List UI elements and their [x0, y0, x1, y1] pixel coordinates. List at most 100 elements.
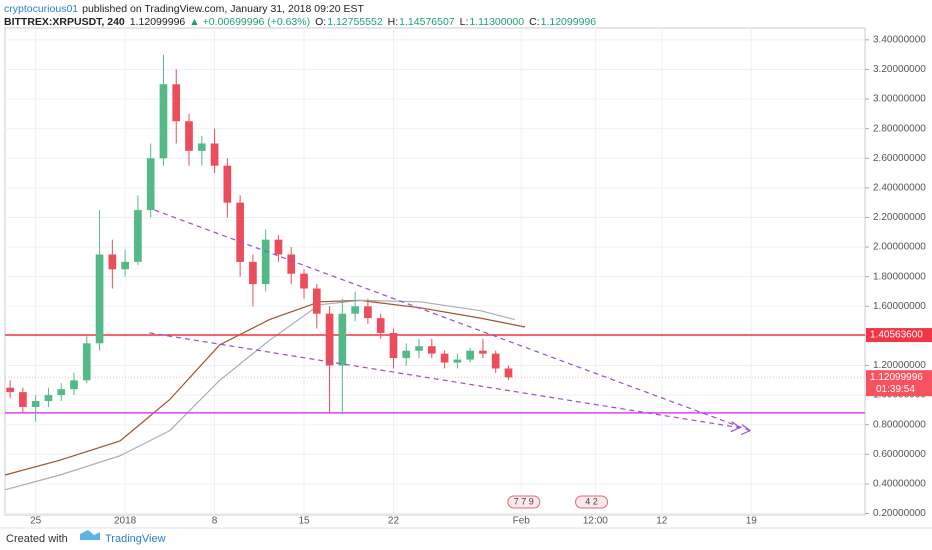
price-label-box — [866, 328, 932, 343]
candle-body — [57, 389, 66, 396]
candle-body — [146, 158, 155, 211]
price-label: 1.40563600 — [870, 330, 923, 341]
l-label: L: — [460, 16, 469, 28]
event-label: 7 7 9 — [514, 496, 534, 506]
footer-created: Created with — [6, 533, 68, 545]
candle-body — [261, 239, 270, 285]
candle-body — [274, 239, 283, 255]
candle-body — [172, 84, 181, 122]
candle-body — [44, 395, 53, 402]
candle-body — [223, 165, 232, 203]
x-tick-label: Feb — [513, 516, 531, 527]
y-tick-label: 0.60000000 — [873, 449, 926, 460]
last-price-label: 1.12099996 — [870, 372, 923, 383]
candle-body — [300, 273, 308, 289]
candle-body — [440, 353, 449, 363]
y-tick-label: 0.80000000 — [873, 419, 926, 430]
candle-body — [376, 318, 385, 333]
moving-average — [4, 299, 526, 476]
y-tick-label: 3.00000000 — [873, 94, 926, 105]
trendline-arrow — [730, 421, 741, 433]
y-tick-label: 2.20000000 — [873, 212, 926, 223]
o: 1.12755552 — [327, 16, 383, 28]
y-tick-label: 2.00000000 — [873, 242, 926, 253]
y-tick-label: 1.60000000 — [873, 301, 926, 312]
moving-average — [4, 299, 516, 491]
h-label: H: — [388, 16, 399, 28]
candle-body — [95, 254, 104, 344]
candle-body — [108, 254, 117, 270]
candle-body — [185, 121, 193, 151]
x-tick-label: 15 — [298, 516, 310, 527]
trendline — [154, 209, 751, 432]
countdown: 01:39:54 — [876, 384, 915, 395]
x-tick-label: 12 — [656, 516, 668, 527]
candle-body — [466, 350, 474, 360]
y-tick-label: 1.20000000 — [873, 360, 926, 371]
candle-body — [236, 202, 244, 262]
candle-body — [197, 143, 206, 151]
y-tick-label: 2.40000000 — [873, 183, 926, 194]
y-tick-label: 1.80000000 — [873, 271, 926, 282]
y-tick-label: 3.40000000 — [873, 34, 926, 45]
event-flag — [507, 495, 541, 509]
candle-body — [364, 306, 372, 319]
event-label: 4 2 — [585, 496, 598, 506]
candle-body — [504, 368, 513, 378]
arrow: ▲ — [189, 16, 199, 28]
candle-body — [491, 353, 500, 369]
last-price-box — [866, 370, 932, 397]
author: cryptocurious01 — [4, 3, 78, 15]
symbol: BITTREX:XRPUSDT, 240 — [4, 16, 125, 28]
candle-body — [325, 313, 334, 366]
change: +0.00699996 (+0.63%) — [203, 16, 310, 28]
candle-body — [389, 332, 398, 359]
h: 1.14576507 — [399, 16, 455, 28]
x-tick-label: 25 — [30, 516, 42, 527]
footer-logo — [80, 530, 100, 540]
header-line-1: cryptocurious01 published on TradingView.… — [4, 3, 364, 15]
candle-body — [453, 359, 462, 363]
trendline-arrow — [740, 424, 752, 436]
event-flag — [575, 495, 609, 509]
l: 1.11300000 — [469, 16, 524, 28]
x-tick-label: 8 — [212, 516, 218, 527]
x-tick-label: 2018 — [114, 516, 137, 527]
candle-body — [134, 210, 142, 262]
published: published on TradingView.com, January 31… — [82, 3, 364, 15]
o-label: O: — [315, 16, 326, 28]
candle-body — [415, 346, 423, 351]
y-tick-label: 0.40000000 — [873, 479, 926, 490]
c: 1.12099996 — [541, 16, 597, 28]
header-line-2: BITTREX:XRPUSDT, 240 1.12099996 ▲ +0.006999… — [4, 16, 596, 28]
candle-body — [70, 380, 78, 390]
candle-body — [312, 288, 321, 314]
candle-body — [287, 254, 296, 274]
candle-body — [210, 143, 219, 166]
x-tick-label: 19 — [746, 516, 758, 527]
candle-body — [121, 261, 129, 270]
y-tick-label: 2.80000000 — [873, 123, 926, 134]
c-label: C: — [529, 16, 540, 28]
y-tick-label: 0.20000000 — [873, 508, 926, 519]
footer-brand: TradingView — [105, 533, 166, 545]
candle-body — [31, 401, 40, 407]
trendline — [149, 332, 740, 429]
candle-body — [427, 346, 436, 354]
candle-body — [249, 261, 257, 285]
y-tick-label: 3.20000000 — [873, 64, 926, 75]
x-tick-label: 22 — [388, 516, 400, 527]
plot-frame — [4, 27, 866, 516]
last: 1.12099996 — [130, 16, 186, 28]
y-tick-label: 2.60000000 — [873, 153, 926, 164]
candle-body — [479, 350, 487, 354]
candle-body — [159, 84, 168, 159]
candle-body — [6, 387, 14, 393]
x-tick-label: 12:00 — [583, 516, 608, 527]
candle-body — [402, 350, 411, 359]
candle-body — [338, 313, 347, 366]
candle-body — [351, 306, 359, 314]
candle-body — [19, 392, 27, 407]
